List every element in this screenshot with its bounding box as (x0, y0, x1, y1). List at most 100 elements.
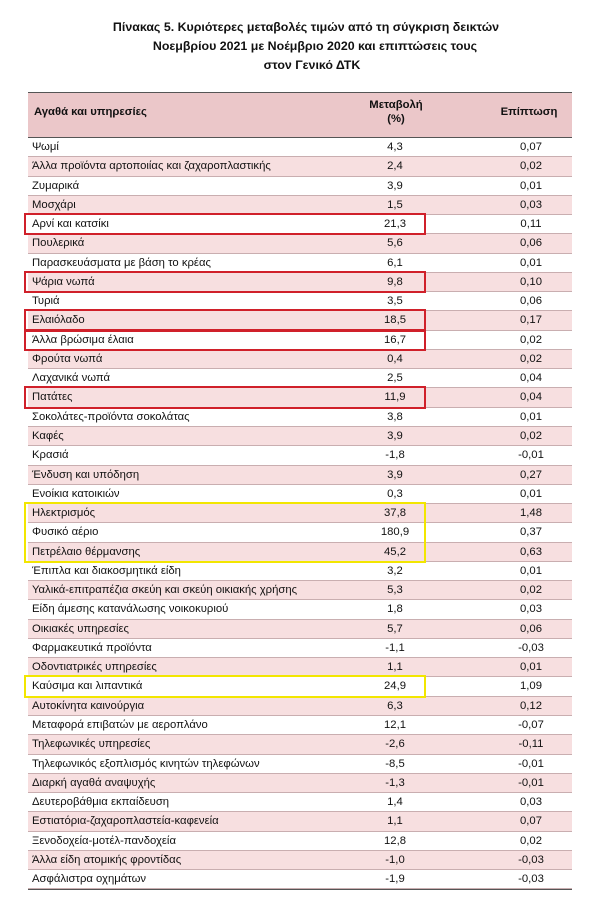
row-change-value: 12,1 (384, 718, 406, 731)
table-row: Οδοντιατρικές υπηρεσίες 1,1 0,01 (28, 658, 572, 678)
row-change-value: -1,3 (385, 776, 405, 789)
table-row: Ένδυση και υπόδηση 3,9 0,27 (28, 465, 572, 485)
row-item-name: Καφές (32, 429, 64, 442)
table-row: Έπιπλα και διακοσμητικά είδη 3,2 0,01 (28, 561, 572, 582)
row-change-value: -1,1 (385, 641, 405, 654)
row-item-name: Πατάτες (32, 391, 73, 404)
row-impact-value: 0,10 (520, 275, 542, 288)
row-item-name: Ελαιόλαδο (32, 314, 85, 327)
row-item-name: Αυτοκίνητα καινούργια (32, 699, 145, 712)
row-change-value: 0,4 (387, 352, 403, 365)
row-change-value: -8,5 (385, 757, 405, 770)
row-impact-value: 0,01 (520, 256, 542, 269)
table-header: Αγαθά και υπηρεσίες Μεταβολή (%) Επίπτωσ… (28, 93, 572, 138)
row-item-name: Ξενοδοχεία-μοτέλ-πανδοχεία (32, 834, 176, 847)
row-item-name: Ζυμαρικά (32, 179, 80, 192)
row-change-value: 5,6 (387, 237, 403, 250)
row-item-name: Διαρκή αγαθά αναψυχής (32, 776, 156, 789)
row-impact-value: -0,03 (518, 641, 544, 654)
row-change-value: 1,5 (387, 198, 403, 211)
row-impact-value: 0,17 (520, 314, 542, 327)
row-change-value: 3,2 (387, 564, 403, 577)
row-impact-value: 0,03 (520, 198, 542, 211)
table-row: Καφές 3,9 0,02 (28, 426, 572, 447)
row-impact-value: 1,09 (520, 680, 542, 693)
row-change-value: -1,8 (385, 449, 405, 462)
header-change-unit: (%) (387, 113, 405, 125)
row-item-name: Άλλα προϊόντα αρτοποιίας και ζαχαροπλαστ… (32, 160, 271, 173)
row-impact-value: -0,01 (518, 449, 544, 462)
row-change-value: 12,8 (384, 834, 406, 847)
table-row: Δευτεροβάθμια εκπαίδευση 1,4 0,03 (28, 793, 572, 813)
row-impact-value: 0,02 (520, 333, 542, 346)
row-impact-value: 1,48 (520, 507, 542, 520)
row-change-value: 5,3 (387, 584, 403, 597)
row-item-name: Λαχανικά νωπά (32, 372, 111, 385)
row-change-value: 3,8 (387, 410, 403, 423)
row-impact-value: 0,02 (520, 160, 542, 173)
row-item-name: Έπιπλα και διακοσμητικά είδη (32, 564, 181, 577)
row-change-value: 1,4 (387, 796, 403, 809)
row-impact-value: -0,11 (518, 738, 544, 751)
table-row: Άλλα προϊόντα αρτοποιίας και ζαχαροπλαστ… (28, 157, 572, 177)
row-impact-value: 0,03 (520, 603, 542, 616)
header-item: Αγαθά και υπηρεσίες (34, 106, 147, 118)
table-row: Ασφάλιστρα οχημάτων -1,9 -0,03 (28, 870, 572, 890)
caption-line-3: στον Γενικό ΔΤΚ (263, 58, 361, 72)
row-impact-value: 0,01 (520, 661, 542, 674)
row-change-value: 1,1 (387, 661, 403, 674)
row-change-value: 45,2 (384, 545, 406, 558)
table-row: Πατάτες 11,9 0,04 (28, 388, 572, 408)
row-item-name: Τηλεφωνικές υπηρεσίες (32, 738, 151, 751)
table-row: Άλλα είδη ατομικής φροντίδας -1,0 -0,03 (28, 850, 572, 871)
caption-line-2: Νοεμβρίου 2021 με Νοέμβριο 2020 και επιπ… (152, 39, 478, 53)
row-item-name: Ενοίκια κατοικιών (32, 487, 120, 500)
table-row: Τηλεφωνικός εξοπλισμός κινητών τηλεφώνων… (28, 754, 572, 774)
row-impact-value: 0,07 (520, 141, 542, 153)
table-row: Ψάρια νωπά 9,8 0,10 (28, 272, 572, 293)
row-impact-value: 0,02 (520, 352, 542, 365)
row-change-value: 37,8 (384, 507, 406, 520)
table-row: Άλλα βρώσιμα έλαια 16,7 0,02 (28, 330, 572, 350)
row-item-name: Πετρέλαιο θέρμανσης (32, 545, 141, 558)
row-item-name: Υαλικά-επιτραπέζια σκεύη και σκεύη οικια… (32, 584, 298, 597)
header-change: Μεταβολή (%) (362, 98, 430, 126)
table-row: Καύσιμα και λιπαντικά 24,9 1,09 (28, 677, 572, 697)
row-item-name: Οδοντιατρικές υπηρεσίες (32, 661, 157, 674)
table-row: Ξενοδοχεία-μοτέλ-πανδοχεία 12,8 0,02 (28, 831, 572, 851)
row-item-name: Ένδυση και υπόδηση (32, 468, 140, 481)
row-change-value: 18,5 (384, 314, 406, 327)
table-row: Μεταφορά επιβατών με αεροπλάνο 12,1 -0,07 (28, 715, 572, 736)
row-item-name: Δευτεροβάθμια εκπαίδευση (32, 796, 170, 809)
row-impact-value: -0,01 (518, 776, 544, 789)
row-impact-value: 0,01 (520, 410, 542, 423)
table-row: Ενοίκια κατοικιών 0,3 0,01 (28, 484, 572, 505)
row-item-name: Φυσικό αέριο (32, 526, 99, 539)
row-impact-value: 0,27 (520, 468, 542, 481)
table-row: Φαρμακευτικά προϊόντα -1,1 -0,03 (28, 638, 572, 659)
table-row: Αρνί και κατσίκι 21,3 0,11 (28, 215, 572, 235)
table-row: Ηλεκτρισμός 37,8 1,48 (28, 504, 572, 524)
row-item-name: Πουλερικά (32, 237, 85, 250)
row-impact-value: 0,07 (520, 815, 542, 828)
row-impact-value: 0,01 (520, 179, 542, 192)
price-change-table: Αγαθά και υπηρεσίες Μεταβολή (%) Επίπτωσ… (28, 92, 572, 891)
table-row: Φυσικό αέριο 180,9 0,37 (28, 523, 572, 543)
row-item-name: Ψάρια νωπά (32, 275, 95, 288)
row-item-name: Οικιακές υπηρεσίες (32, 622, 129, 635)
row-change-value: 2,5 (387, 372, 403, 385)
row-item-name: Εστιατόρια-ζαχαροπλαστεία-καφενεία (32, 815, 219, 828)
row-impact-value: 0,03 (520, 796, 542, 809)
table-row: Τυριά 3,5 0,06 (28, 292, 572, 312)
row-change-value: 11,9 (384, 391, 406, 404)
row-impact-value: 0,06 (520, 237, 542, 250)
row-item-name: Αρνί και κατσίκι (32, 218, 109, 231)
row-change-value: 3,5 (387, 295, 403, 308)
table-body: Ψωμί 4,3 0,07 Άλλα προϊόντα αρτοποιίας και … (28, 138, 572, 890)
row-change-value: 0,3 (387, 487, 403, 500)
row-change-value: 3,9 (387, 179, 403, 192)
header-change-label: Μεταβολή (369, 99, 423, 111)
row-change-value: 3,9 (387, 468, 403, 481)
row-item-name: Σοκολάτες-προϊόντα σοκολάτας (32, 410, 190, 423)
row-impact-value: 0,04 (520, 372, 542, 385)
